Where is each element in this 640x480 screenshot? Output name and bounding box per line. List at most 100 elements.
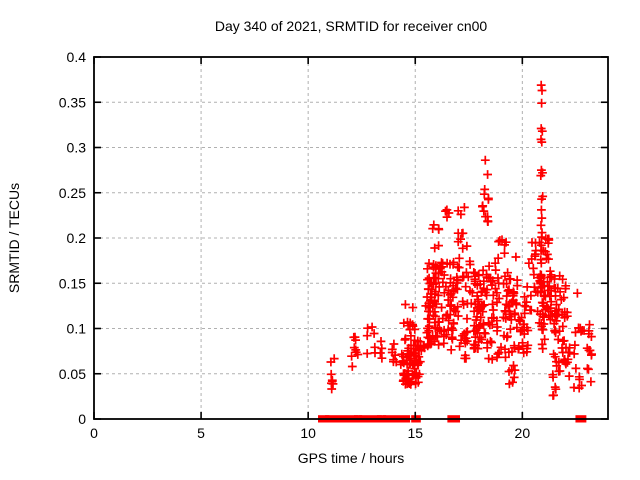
data-point-marker	[478, 202, 487, 211]
data-point-marker	[504, 367, 514, 376]
data-point-marker	[478, 266, 488, 275]
data-point-marker	[500, 240, 509, 250]
data-point-marker	[487, 313, 497, 323]
data-point-marker	[460, 203, 469, 212]
data-point-marker	[402, 355, 411, 365]
data-point-marker	[326, 369, 336, 379]
data-point-marker	[551, 284, 560, 293]
data-point-marker	[537, 86, 547, 95]
y-tick-label: 0.4	[67, 49, 87, 65]
data-point-marker	[422, 328, 432, 338]
data-point-marker	[565, 348, 574, 357]
data-point-marker	[434, 317, 444, 327]
data-point-marker	[475, 333, 485, 342]
data-point-marker	[446, 300, 456, 310]
data-point-marker	[399, 369, 408, 378]
data-point-marker	[462, 314, 472, 324]
data-point-marker	[459, 271, 469, 281]
data-point-marker	[412, 356, 422, 366]
data-point-marker	[465, 260, 475, 269]
data-point-marker	[577, 381, 586, 390]
data-point-marker	[570, 340, 580, 350]
data-point-marker	[487, 338, 496, 347]
data-point-marker	[558, 322, 568, 331]
data-point-marker	[454, 263, 464, 272]
data-point-marker	[435, 264, 445, 274]
data-point-marker	[510, 365, 520, 375]
data-point-marker	[444, 316, 454, 325]
data-point-marker	[547, 312, 557, 321]
data-point-marker	[347, 351, 356, 361]
data-point-marker	[571, 328, 580, 337]
data-point-marker	[551, 384, 561, 394]
data-point-marker	[561, 281, 571, 291]
data-point-marker	[564, 371, 574, 381]
data-point-marker	[434, 241, 443, 250]
data-point-marker	[512, 281, 522, 290]
data-point-marker	[540, 334, 549, 344]
data-point-marker	[569, 349, 579, 359]
data-point-marker	[519, 348, 529, 358]
data-point-marker	[469, 268, 479, 277]
data-point-marker	[458, 273, 468, 282]
plot-border	[93, 56, 609, 420]
data-point-marker	[408, 303, 418, 312]
data-point-marker	[560, 313, 570, 323]
data-point-marker	[347, 362, 357, 371]
y-tick-labels: 0 0.05 0.1 0.15 0.2 0.25 0.3 0.35 0.4	[59, 49, 86, 427]
data-point-marker	[555, 287, 565, 297]
data-point-marker	[441, 206, 450, 216]
data-point-marker	[453, 284, 462, 294]
data-point-marker	[561, 359, 571, 369]
data-point-marker	[492, 288, 502, 298]
y-tick-label: 0.2	[67, 230, 87, 246]
data-point-marker	[500, 306, 510, 316]
data-point-marker	[555, 271, 565, 281]
data-point-marker	[328, 379, 338, 389]
data-point-marker	[493, 273, 503, 283]
grid-lines	[94, 57, 608, 419]
data-point-marker	[448, 325, 458, 335]
data-point-marker	[488, 276, 498, 285]
data-point-marker	[582, 343, 592, 353]
data-point-marker	[454, 253, 464, 263]
data-point-marker	[404, 378, 414, 388]
y-tick-label: 0.3	[67, 140, 87, 156]
data-point-marker	[526, 291, 536, 300]
data-point-marker	[455, 341, 464, 351]
data-point-marker	[507, 347, 517, 356]
data-point-marker	[563, 354, 573, 364]
data-point-marker	[442, 205, 452, 215]
data-point-marker	[462, 241, 472, 251]
y-axis-label: SRMTID / TECUs	[6, 183, 22, 293]
data-point-marker	[429, 337, 439, 346]
data-point-marker	[538, 344, 548, 353]
data-point-marker	[503, 331, 512, 341]
data-point-marker	[377, 353, 387, 363]
data-point-marker	[424, 259, 434, 268]
data-point-marker	[351, 347, 361, 357]
data-point-marker	[458, 297, 468, 306]
data-point-marker	[465, 286, 475, 296]
data-point-marker	[539, 319, 549, 329]
data-point-marker	[434, 340, 443, 350]
data-point-marker	[431, 299, 441, 309]
data-point-marker	[536, 288, 546, 298]
data-point-marker	[549, 390, 558, 400]
data-point-marker	[496, 342, 506, 352]
data-point-marker	[517, 313, 526, 322]
x-tick-labels: 0 5 10 15 20	[90, 425, 530, 441]
data-point-marker	[363, 323, 372, 333]
data-point-marker	[544, 281, 554, 291]
data-point-marker	[586, 377, 596, 387]
data-point-marker	[491, 284, 500, 293]
data-point-marker	[389, 339, 399, 349]
data-point-marker	[350, 332, 360, 342]
data-point-marker	[431, 311, 440, 321]
data-point-marker	[399, 318, 409, 328]
data-point-marker	[536, 171, 546, 180]
data-point-marker	[479, 189, 489, 199]
data-point-marker	[478, 307, 488, 317]
data-point-marker	[551, 291, 560, 301]
x-axis-label: GPS time / hours	[298, 450, 405, 466]
